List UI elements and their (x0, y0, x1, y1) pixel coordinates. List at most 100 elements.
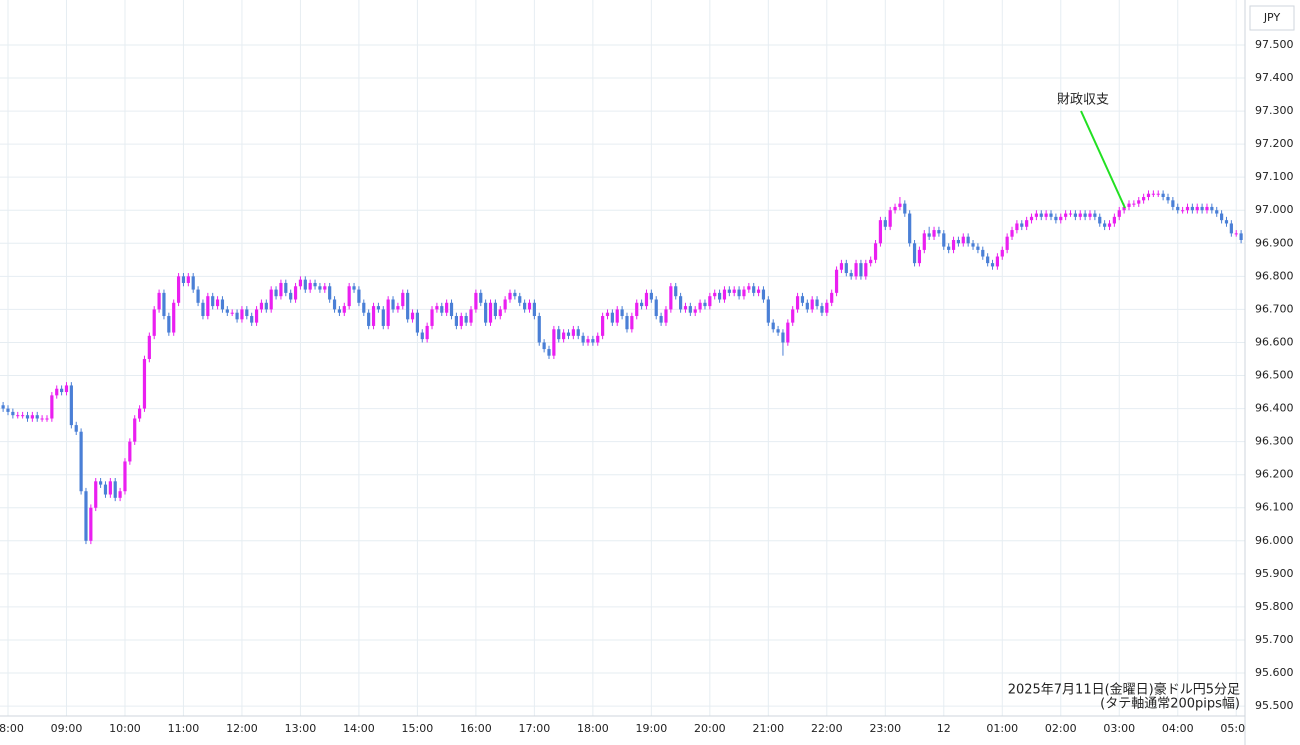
y-tick-label: 95.900 (1255, 567, 1294, 580)
candle-body (1181, 210, 1185, 212)
y-tick-label: 96.400 (1255, 402, 1294, 415)
candle-body (815, 299, 819, 307)
candle-body (1000, 249, 1004, 257)
candle-body (303, 279, 307, 290)
candle-body (752, 286, 756, 293)
candle-body (781, 332, 785, 343)
candle-body (1064, 213, 1068, 217)
candle-body (474, 292, 478, 310)
candle-body (1088, 213, 1092, 217)
candle-body (971, 243, 975, 247)
candle-body (279, 282, 283, 297)
candle-body (640, 302, 644, 307)
candle-body (74, 425, 78, 432)
candle-body (912, 243, 917, 264)
candle-body (786, 322, 790, 343)
x-tick-label: 13:00 (285, 722, 317, 735)
candle-body (1200, 206, 1204, 211)
y-tick-label: 97.400 (1255, 71, 1294, 84)
candle-body (542, 342, 546, 350)
x-tick-label: 02:00 (1045, 722, 1077, 735)
x-tick-label: 11:00 (168, 722, 200, 735)
y-tick-label: 95.500 (1255, 699, 1294, 712)
candle-body (162, 292, 166, 317)
candle-body (518, 296, 522, 303)
candle-body (328, 286, 332, 300)
candle-body (69, 385, 73, 426)
candle-body (493, 302, 497, 317)
candle-body (108, 481, 112, 495)
candle-body (40, 418, 44, 420)
candle-body (854, 263, 858, 277)
candle-body (235, 312, 239, 320)
candle-body (196, 289, 200, 303)
y-axis: 95.500 95.600 95.700 95.800 95.900 96.000 96.1… (1255, 38, 1294, 712)
y-tick-label: 97.300 (1255, 104, 1294, 117)
candle-body (50, 395, 54, 419)
y-tick-label: 97.200 (1255, 137, 1294, 150)
x-axis: 08:00 09:00 10:00 11:00 12:00 13:00 14:00 15:00… (0, 722, 1245, 735)
candle-body (532, 302, 536, 317)
candle-body (98, 481, 103, 485)
candle-body (1083, 213, 1087, 217)
candle-body (1073, 213, 1077, 217)
candle-body (1103, 223, 1107, 227)
candle-body (800, 296, 805, 303)
y-tick-label: 97.500 (1255, 38, 1294, 51)
candle-body (576, 329, 580, 336)
candle-body (864, 263, 868, 277)
candle-body (484, 302, 488, 323)
candle-body (942, 233, 946, 247)
candle-body (1098, 216, 1102, 224)
candle-body (1068, 213, 1073, 215)
x-tick-label: 22:00 (811, 722, 843, 735)
candle-body (6, 408, 10, 412)
candle-body (133, 418, 137, 442)
candle-body (986, 256, 990, 264)
candle-body (820, 306, 824, 313)
candle-body (176, 276, 181, 303)
candle-body (1220, 213, 1224, 221)
x-tick-label: 18:00 (577, 722, 609, 735)
candle-body (654, 299, 658, 317)
x-tick-label: 10:00 (109, 722, 141, 735)
candle-body (206, 296, 210, 317)
candle-body (883, 220, 887, 227)
candle-body (1015, 223, 1019, 231)
y-tick-label: 95.700 (1255, 633, 1294, 646)
candle-body (961, 236, 965, 244)
candle-body (1176, 206, 1180, 211)
candle-body (1185, 206, 1190, 211)
candle-body (732, 289, 736, 293)
candle-body (698, 302, 702, 310)
annotation: 財政収支 (1057, 93, 1109, 108)
candle-body (313, 282, 317, 287)
candle-body (717, 292, 722, 300)
candle-body (201, 302, 205, 317)
candle-body (1234, 233, 1238, 235)
candle-body (230, 312, 234, 314)
candle-body (976, 246, 980, 250)
candle-body (264, 302, 268, 310)
candle-body (995, 256, 1000, 267)
candle-body (557, 329, 561, 340)
candle-body (693, 309, 697, 313)
candle-body (420, 332, 424, 340)
candle-body (503, 299, 507, 310)
candle-body (396, 306, 400, 310)
candle-body (459, 316, 463, 326)
candle-body (708, 296, 712, 307)
candle-body (630, 316, 634, 330)
candle-body (688, 306, 692, 313)
candle-body (137, 408, 142, 419)
candles (1, 190, 1243, 545)
candle-body (898, 203, 902, 207)
candle-body (596, 335, 600, 343)
y-tick-label: 97.000 (1255, 203, 1294, 216)
candle-body (293, 286, 298, 300)
x-tick-label: 19:00 (636, 722, 668, 735)
candle-body (737, 289, 741, 297)
x-tick-label: 21:00 (752, 722, 784, 735)
